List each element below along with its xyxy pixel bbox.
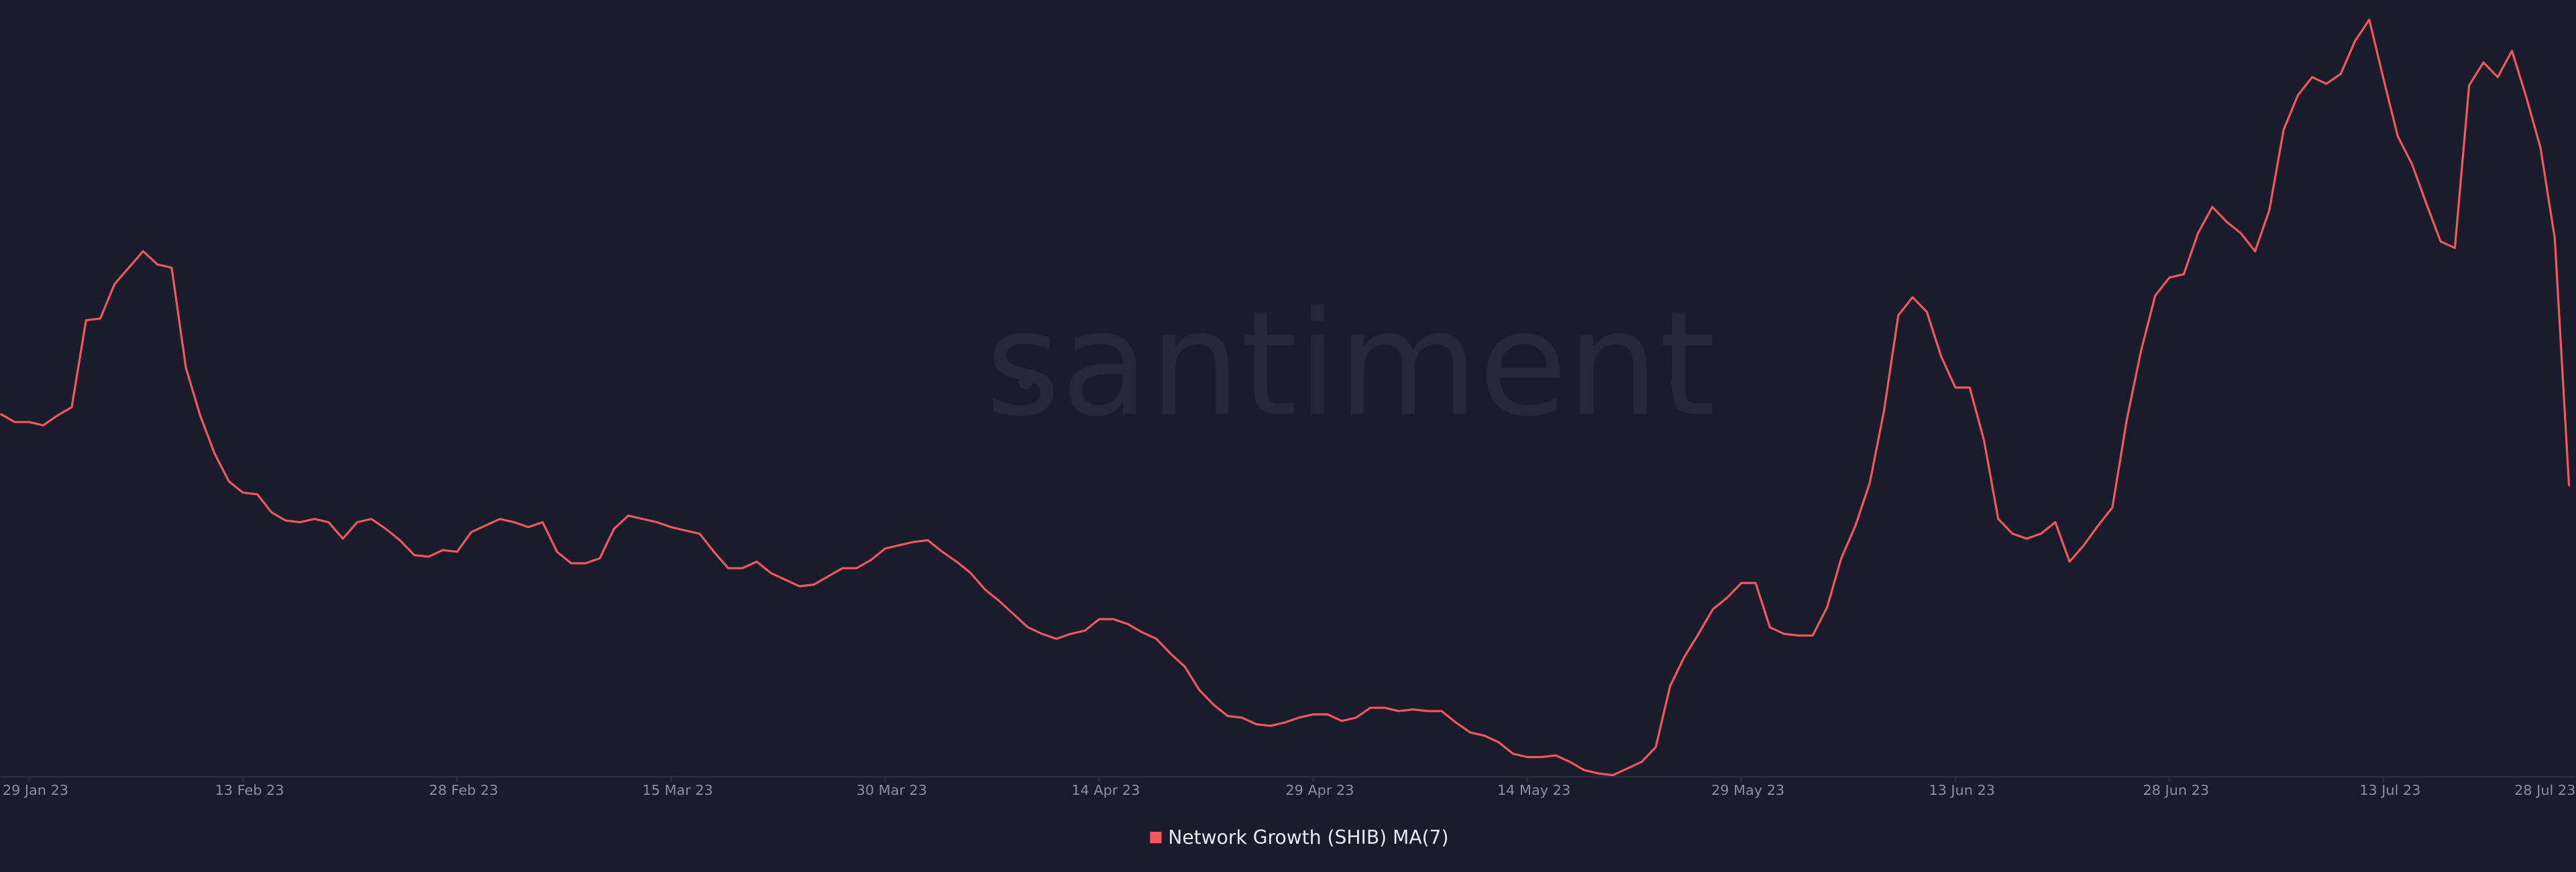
- data-line: [0, 18, 2571, 777]
- x-tick-label: 14 Apr 23: [1071, 782, 1140, 798]
- x-tick-label: 29 May 23: [1711, 782, 1784, 798]
- watermark: santiment: [985, 280, 1716, 448]
- watermark-dot: [1018, 376, 1032, 390]
- legend-label: Network Growth (SHIB) MA(7): [1168, 826, 1448, 849]
- x-tick-label: 13 Jun 23: [1929, 782, 1995, 798]
- x-tick-label: 29 Jan 23: [3, 782, 68, 798]
- x-tick-label: 28 Jul 23: [2514, 782, 2575, 798]
- x-tick-label: 30 Mar 23: [857, 782, 927, 798]
- x-tick-label: 28 Jun 23: [2143, 782, 2209, 798]
- x-tick-label: 29 Apr 23: [1285, 782, 1354, 798]
- x-tick-label: 14 May 23: [1497, 782, 1570, 798]
- legend-swatch: [1150, 832, 1162, 844]
- x-tick-label: 13 Jul 23: [2359, 782, 2420, 798]
- watermark-dot: [1670, 376, 1684, 390]
- x-tick-label: 13 Feb 23: [215, 782, 284, 798]
- x-tick-label: 28 Feb 23: [429, 782, 498, 798]
- x-tick-label: 15 Mar 23: [642, 782, 712, 798]
